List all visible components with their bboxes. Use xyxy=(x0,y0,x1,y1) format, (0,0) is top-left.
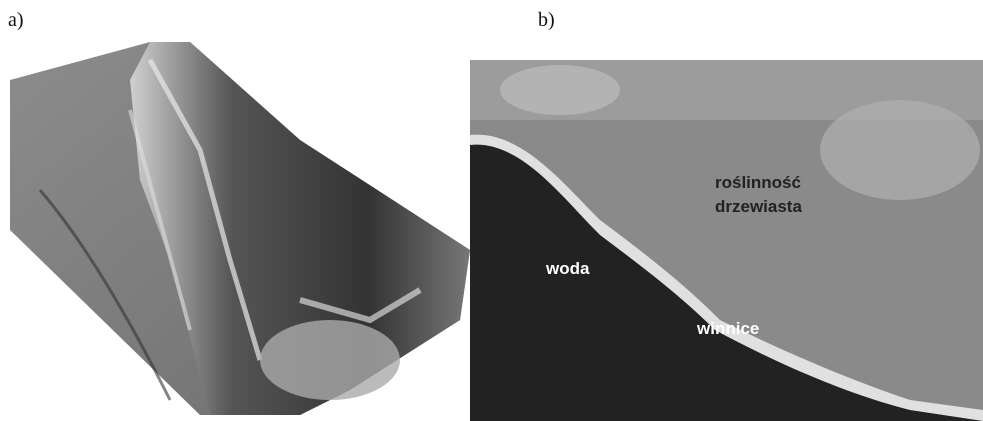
figure: a) b) roślinność drzewiasta woda winnice xyxy=(0,0,983,421)
panel-label: b) xyxy=(538,9,555,31)
annotation: winnice xyxy=(696,319,759,338)
classification-map: roślinność drzewiasta woda winnice xyxy=(470,60,983,421)
panel-label: a) xyxy=(8,9,24,31)
terrain-image xyxy=(10,42,470,415)
annotation: roślinność xyxy=(715,173,801,192)
annotation: woda xyxy=(545,259,590,278)
annotation: drzewiasta xyxy=(715,197,802,216)
